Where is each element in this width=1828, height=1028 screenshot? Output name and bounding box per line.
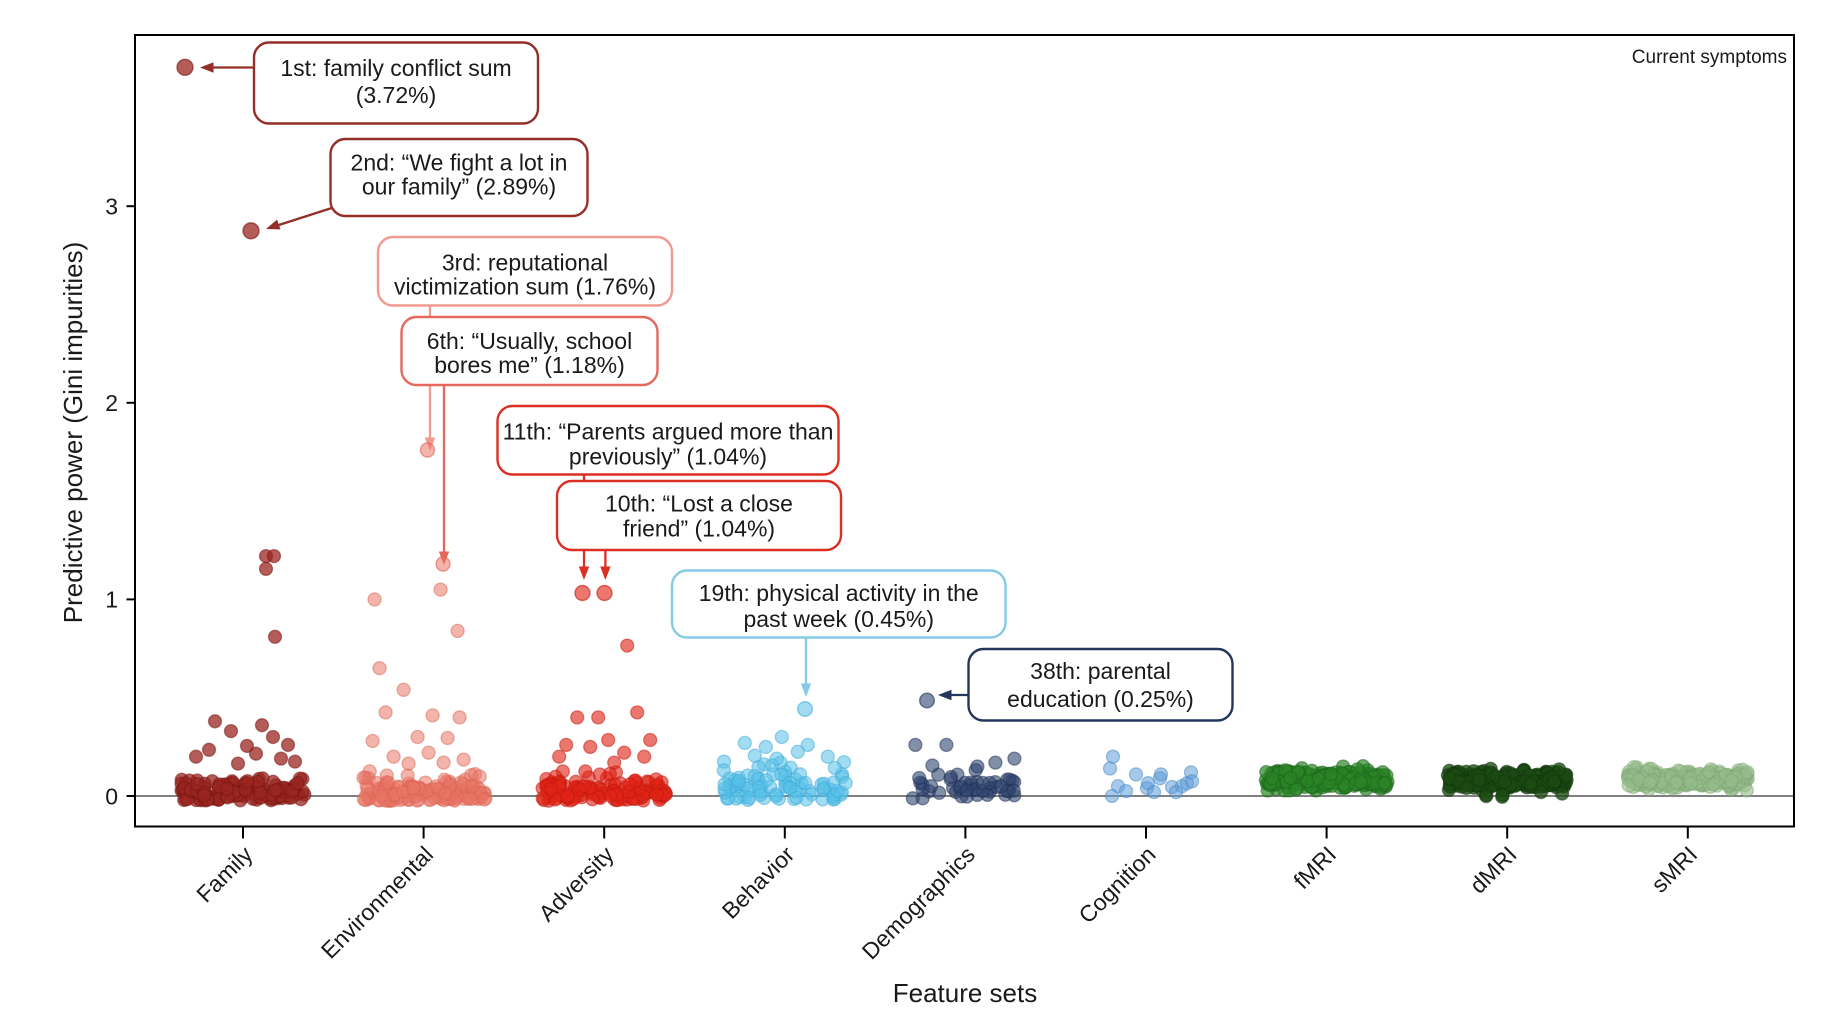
svg-text:0: 0 (105, 783, 118, 809)
svg-text:1: 1 (105, 587, 118, 613)
svg-text:bores me” (1.18%): bores me” (1.18%) (434, 352, 624, 378)
svg-text:3rd: reputational: 3rd: reputational (442, 250, 608, 276)
svg-text:2nd: “We fight a lot in: 2nd: “We fight a lot in (351, 150, 568, 176)
svg-text:previously” (1.04%): previously” (1.04%) (569, 443, 767, 469)
svg-text:11th: “Parents argued more tha: 11th: “Parents argued more than (503, 418, 834, 444)
svg-text:past week (0.45%): past week (0.45%) (744, 606, 934, 632)
svg-text:1st: family conflict sum: 1st: family conflict sum (280, 55, 511, 81)
svg-text:19th: physical activity in the: 19th: physical activity in the (699, 580, 979, 606)
svg-text:38th: parental: 38th: parental (1030, 658, 1171, 684)
svg-text:Feature sets: Feature sets (893, 978, 1038, 1008)
svg-text:Current symptoms: Current symptoms (1632, 47, 1787, 68)
svg-text:Predictive power (Gini impurit: Predictive power (Gini impurities) (58, 242, 88, 623)
svg-text:friend” (1.04%): friend” (1.04%) (623, 515, 775, 541)
svg-text:education (0.25%): education (0.25%) (1007, 686, 1194, 712)
svg-text:3: 3 (105, 194, 118, 220)
svg-text:10th: “Lost a close: 10th: “Lost a close (605, 490, 793, 516)
svg-text:6th: “Usually, school: 6th: “Usually, school (427, 328, 632, 354)
svg-text:victimization sum (1.76%): victimization sum (1.76%) (394, 274, 656, 300)
svg-text:(3.72%): (3.72%) (356, 82, 437, 108)
svg-text:2: 2 (105, 390, 118, 416)
svg-text:our family” (2.89%): our family” (2.89%) (362, 174, 556, 200)
